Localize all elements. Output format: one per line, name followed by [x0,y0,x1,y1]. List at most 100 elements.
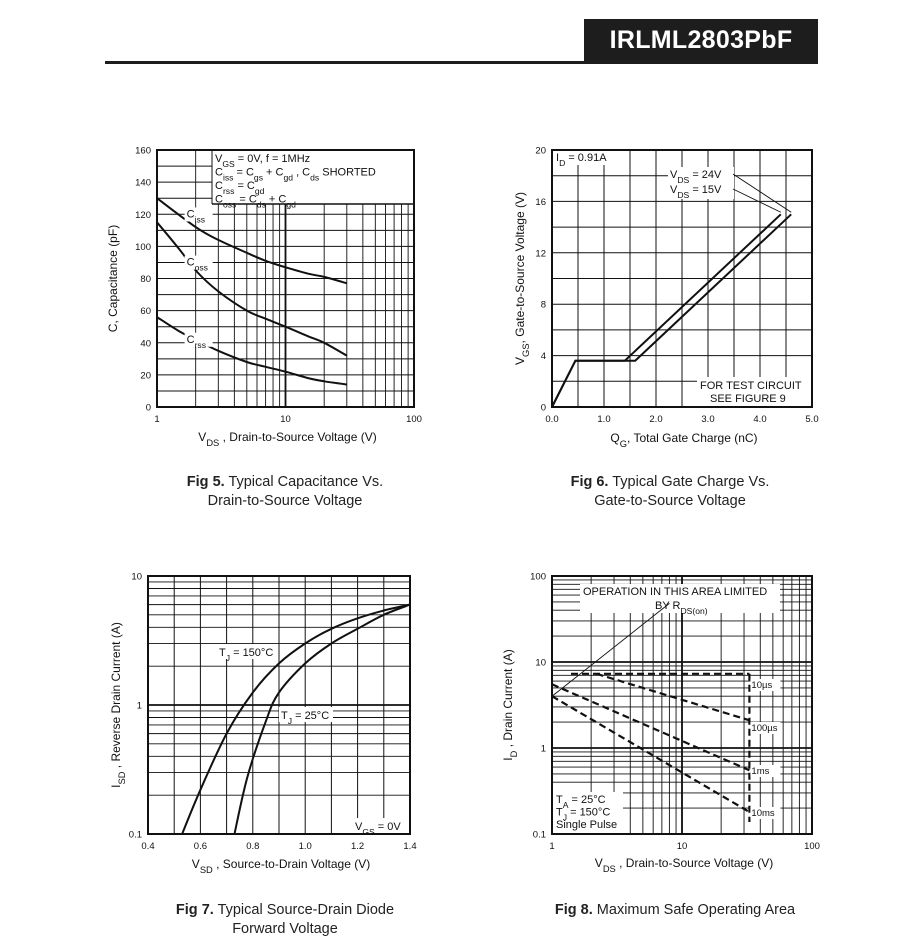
fig5-plot-frame [156,149,415,408]
fig6-id-label: ID = 0.91A [556,152,607,168]
fig7-x-tick-label: 0.6 [194,841,207,852]
fig6-x-tick-label: 3.0 [701,414,714,425]
fig6-caption-number: Fig 6. [570,474,609,490]
fig8-y-tick-label: 100 [530,572,546,583]
fig8-pulse-label: 1ms [751,766,769,777]
fig6-caption-title: Typical Gate Charge Vs. [608,474,770,490]
fig6-y-tick-label: 8 [541,300,546,311]
fig8-pulse-label: 10µs [751,680,772,691]
fig6-x-tick-label: 5.0 [805,414,818,425]
part-number-badge: IRLML2803PbF [584,19,818,61]
fig8-condition-label: TA = 25°C [556,794,606,810]
fig5-caption: Fig 5. Typical Capacitance Vs. Drain-to-… [150,473,420,511]
fig7-label-bg [217,644,275,659]
fig8-y-axis-label: ID , Drain Current (A) [501,649,519,760]
fig6-caption: Fig 6. Typical Gate Charge Vs. Gate-to-S… [535,473,805,511]
fig5-y-tick-label: 20 [140,370,151,381]
fig8-y-tick-label: 1 [541,744,546,755]
fig8-series-line [596,672,750,722]
fig5-series-label-bg [184,255,213,270]
fig5-series-crss-label: Crss [187,334,206,350]
fig6-y-tick-label: 0 [541,403,546,414]
fig8-pulse-label-bg [750,765,781,777]
fig7-x-tick-label: 1.0 [299,841,312,852]
fig7-chart: TJ = 150°C TJ = 25°C VGS = 0V 0.1 1 10 0.4 0.6 0… [109,572,417,876]
fig6-test-box [697,377,811,406]
fig5-series-ciss-line [156,197,348,285]
fig5-y-tick-label: 0 [146,403,151,414]
fig7-caption-line2: Forward Voltage [232,921,338,937]
fig5-series-ciss-label: Ciss [187,208,205,224]
fig5-y-tick-label: 120 [135,210,151,221]
fig6-leader-line [732,173,792,213]
fig5-x-axis-label: VDS , Drain-to-Source Voltage (V) [198,430,376,448]
fig7-series-line [181,603,411,835]
fig5-annotation-line: Crss = Cgd [215,180,265,196]
fig5-annotation-line: Ciss = Cgs + Cgd , Cds SHORTED [215,167,376,183]
fig5-y-tick-label: 80 [140,274,151,285]
fig8-x-tick-label: 100 [804,841,820,852]
fig8-condition-label: Single Pulse [556,819,617,831]
fig7-vgs-box [352,818,409,833]
fig8-y-tick-label: 10 [535,658,546,669]
fig7-x-tick-label: 1.4 [403,841,416,852]
fig8-pulse-label-bg [750,722,781,734]
fig8-x-tick-label: 10 [677,841,688,852]
fig7-x-tick-label: 1.2 [351,841,364,852]
fig8-pulse-label: 10ms [751,808,774,819]
fig8-x-tick-label: 1 [549,841,554,852]
fig5-y-tick-label: 100 [135,242,151,253]
fig6-caption-line2: Gate-to-Source Voltage [594,493,746,509]
fig5-x-tick-label: 100 [406,414,422,425]
fig6-x-tick-label: 2.0 [649,414,662,425]
fig6-leader-line [732,188,781,213]
fig6-id-box [553,151,615,165]
fig6-y-tick-label: 20 [535,146,546,157]
fig8-x-axis-label: VDS , Drain-to-Source Voltage (V) [595,856,773,874]
fig6-x-tick-label: 4.0 [753,414,766,425]
fig8-rdson-leader-line [551,603,670,697]
fig6-y-tick-label: 16 [535,197,546,208]
fig8-series-line [551,683,750,772]
fig8-pulse-label: 100µs [751,723,777,734]
fig7-x-tick-label: 0.8 [246,841,259,852]
fig5-series-label-bg [184,332,213,347]
fig6-y-axis-label: VGS, Gate-to-Source Voltage (V) [513,192,531,365]
fig5-x-tick-label: 1 [154,414,159,425]
fig7-x-tick-label: 0.4 [141,841,154,852]
fig5-x-tick-label: 10 [280,414,291,425]
fig8-pulse-label-bg [750,807,781,819]
fig8-operation-line1: OPERATION IN THIS AREA LIMITED [583,586,767,598]
fig5-caption-number: Fig 5. [186,474,225,490]
fig5-annotation-box [212,151,413,204]
fig7-vgs-label: VGS = 0V [355,821,401,837]
fig6-series-label: VDS = 15V [670,184,722,200]
fig7-series-label-25c: TJ = 25°C [281,710,329,726]
fig6-x-axis-label: QG, Total Gate Charge (nC) [610,431,757,449]
fig7-caption-title: Typical Source-Drain Diode [213,902,395,918]
fig7-caption-number: Fig 7. [175,902,214,918]
fig5-y-tick-label: 140 [135,178,151,189]
fig5-y-tick-label: 40 [140,338,151,349]
fig8-caption-title: Maximum Safe Operating Area [592,902,796,918]
fig5-series-label-bg [184,207,213,222]
fig6-plot-frame [551,149,813,408]
fig5-caption-line2: Drain-to-Source Voltage [207,493,363,509]
fig8-plot-frame [551,575,813,835]
fig8-caption: Fig 8. Maximum Safe Operating Area [520,901,830,920]
header-rule [105,61,818,64]
fig7-y-tick-label: 1 [137,701,142,712]
fig7-y-tick-label: 0.1 [129,830,142,841]
fig7-plot-frame [147,575,411,835]
fig5-y-axis-label: C, Capacitance (pF) [106,225,120,332]
fig5-caption-title: Typical Capacitance Vs. [224,474,384,490]
fig5-y-tick-label: 160 [135,146,151,157]
fig7-y-tick-label: 10 [131,572,142,583]
fig6-test-circuit-line1: FOR TEST CIRCUIT [700,380,802,392]
fig7-label-bg [279,707,333,722]
fig5-y-tick-label: 60 [140,306,151,317]
fig8-chart: 10µs 100µs 1ms 10ms OPERATION IN THIS AREA L… [501,572,820,875]
fig6-x-tick-label: 0.0 [545,414,558,425]
